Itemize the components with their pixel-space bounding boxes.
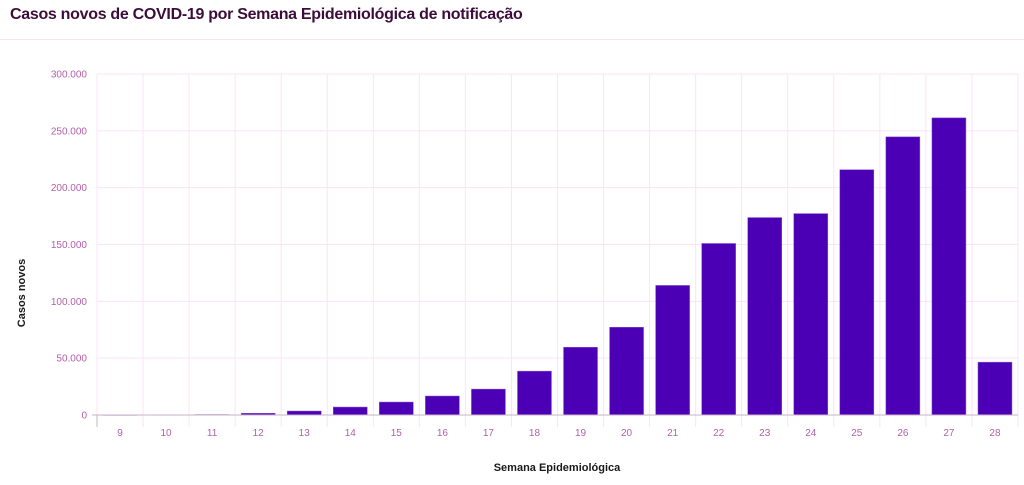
y-tick-label: 250.000 <box>51 126 88 137</box>
bar-week-17 <box>471 388 506 416</box>
y-axis-label: Casos novos <box>16 259 28 327</box>
bar-week-25 <box>839 169 875 416</box>
x-tick-label: 26 <box>897 428 909 439</box>
x-tick-label: 12 <box>253 428 265 439</box>
bar-week-27 <box>931 117 967 416</box>
x-tick-label: 27 <box>943 428 955 439</box>
bar-week-16 <box>425 395 460 416</box>
x-tick-label: 22 <box>713 428 725 439</box>
bar-week-14 <box>333 406 368 416</box>
x-tick-label: 19 <box>575 428 587 439</box>
bar-week-13 <box>286 410 322 416</box>
x-axis-label: Semana Epidemiológica <box>494 462 621 474</box>
bar-week-21 <box>655 285 690 416</box>
y-tick-label: 150.000 <box>51 240 88 251</box>
y-tick-label: 300.000 <box>51 70 88 81</box>
bar-week-23 <box>747 217 782 416</box>
x-tick-label: 18 <box>529 428 541 439</box>
x-tick-label: 17 <box>483 428 495 439</box>
bar-week-26 <box>885 136 921 416</box>
x-tick-label: 21 <box>667 428 679 439</box>
x-tick-label: 9 <box>117 428 123 439</box>
y-tick-label: 0 <box>81 411 87 422</box>
y-tick-label: 100.000 <box>51 297 88 308</box>
bar-week-20 <box>609 326 644 416</box>
chart-title: Casos novos de COVID-19 por Semana Epide… <box>10 6 523 23</box>
x-tick-label: 25 <box>851 428 863 439</box>
x-tick-label: 23 <box>759 428 771 439</box>
x-tick-label: 28 <box>989 428 1001 439</box>
x-tick-label: 13 <box>299 428 311 439</box>
bar-week-24 <box>793 213 829 416</box>
x-tick-label: 20 <box>621 428 633 439</box>
x-tick-label: 11 <box>207 428 218 439</box>
bar-week-22 <box>701 243 736 416</box>
title-divider <box>0 39 1024 40</box>
y-tick-label: 200.000 <box>51 183 88 194</box>
y-tick-label: 50.000 <box>56 354 87 365</box>
bar-week-15 <box>379 401 414 416</box>
x-tick-label: 24 <box>805 428 817 439</box>
x-tick-label: 10 <box>161 428 173 439</box>
bar-week-19 <box>563 347 598 416</box>
x-tick-label: 15 <box>391 428 403 439</box>
bar-week-28 <box>977 361 1013 416</box>
bar-week-18 <box>517 370 552 416</box>
x-tick-label: 14 <box>345 428 357 439</box>
x-tick-label: 16 <box>437 428 449 439</box>
